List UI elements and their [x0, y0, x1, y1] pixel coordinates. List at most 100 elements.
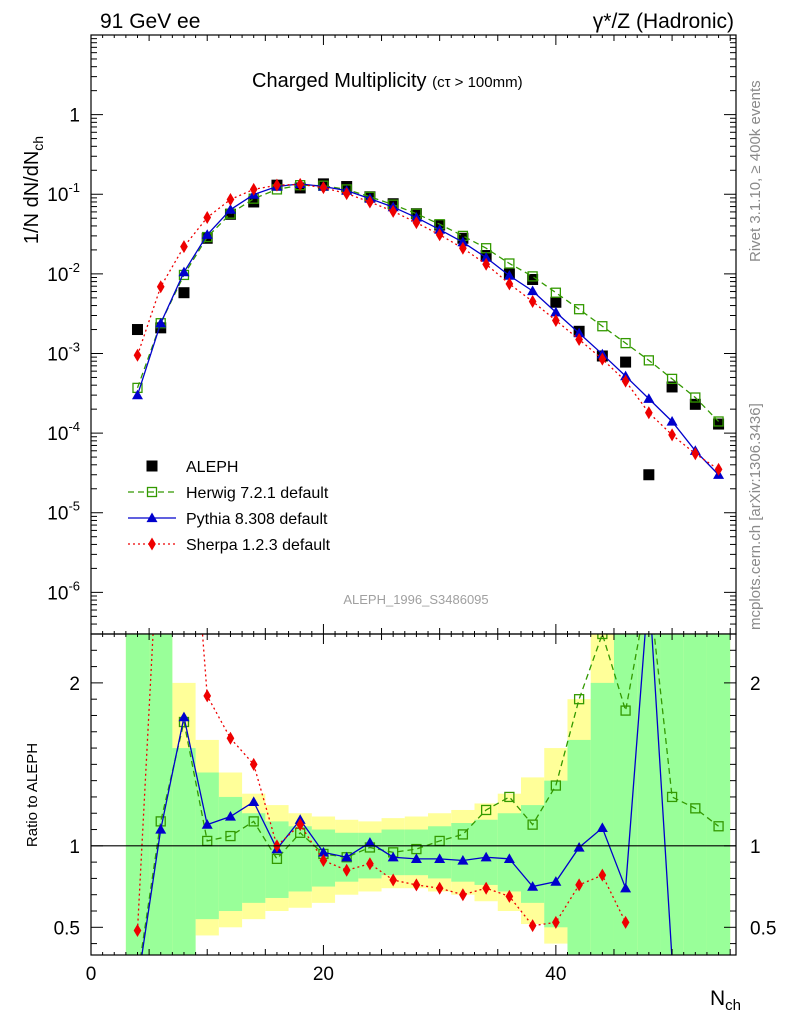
- ratio-series-point: [694, 954, 696, 955]
- main-series-point: [550, 296, 562, 308]
- ratio-band-green: [358, 832, 382, 879]
- ratio-plot-xlabel-sub: ch: [725, 997, 741, 1014]
- ratio-series-point: [713, 821, 724, 832]
- ratio-series-point: [225, 830, 236, 842]
- main-series-point: [133, 348, 142, 362]
- ratio-y-tick-label-right: 0.5: [750, 918, 776, 939]
- main-series-point: [412, 216, 421, 230]
- main-y-tick-label: 10-3: [47, 339, 80, 365]
- main-series-point: [366, 195, 374, 209]
- main-series-point: [690, 392, 701, 403]
- ratio-series-point: [435, 881, 444, 895]
- main-series-point: [573, 327, 585, 338]
- ratio-series-point: [480, 851, 492, 862]
- main-series-point: [459, 241, 467, 255]
- main-series-point: [178, 266, 190, 277]
- main-series-point: [527, 285, 539, 296]
- ratio-series-point: [412, 878, 421, 892]
- ratio-plot-frame: [90, 633, 737, 956]
- legend-marker: [146, 486, 158, 498]
- ratio-series-point: [387, 851, 399, 862]
- ratio-series-point: [552, 915, 560, 929]
- ratio-band-green: [637, 634, 661, 955]
- main-series-point: [573, 304, 585, 315]
- main-series-point: [156, 280, 165, 294]
- main-series-point: [597, 321, 608, 332]
- ratio-series-point: [527, 881, 539, 891]
- main-series-point: [691, 447, 700, 461]
- ratio-series-point: [133, 924, 142, 938]
- ratio-band-green: [172, 748, 196, 955]
- ratio-series-point: [296, 818, 305, 832]
- ratio-y-tick-label-left: 1: [69, 837, 80, 858]
- ratio-band-green: [521, 805, 545, 903]
- main-series-point: [273, 178, 281, 192]
- header-process-label: γ*/Z (Hadronic): [593, 10, 734, 33]
- main-y-tick-label-exp: -1: [68, 180, 80, 195]
- main-series-point: [201, 229, 213, 239]
- main-y-tick-label-base: 10: [47, 583, 68, 604]
- ratio-band-green: [265, 821, 289, 898]
- ratio-series-point: [550, 876, 562, 886]
- main-series-point: [248, 196, 260, 208]
- ratio-band-green: [218, 796, 243, 912]
- ratio-band-green: [288, 826, 312, 892]
- main-series-line: [136, 184, 720, 422]
- main-series-point: [155, 317, 167, 328]
- ratio-series-point: [319, 853, 328, 867]
- main-plot-title: Charged Multiplicity (cτ > 100mm): [252, 70, 523, 92]
- ratio-x-tick-label: 40: [545, 964, 566, 985]
- main-series-line: [136, 183, 720, 476]
- main-series-point: [621, 374, 630, 388]
- main-y-tick-label: 10-1: [47, 180, 80, 206]
- ratio-series-point: [504, 791, 515, 803]
- ratio-series-point: [620, 882, 632, 893]
- ratio-series-point: [224, 810, 236, 821]
- header-energy-label: 91 GeV ee: [100, 10, 200, 33]
- legend-marker: [146, 512, 158, 523]
- ratio-plot-ylabel: Ratio to ALEPH: [24, 743, 41, 847]
- ratio-band-green: [242, 813, 266, 903]
- legend-label: ALEPH: [186, 459, 238, 476]
- main-series-point: [620, 356, 632, 368]
- ratio-series-point: [249, 757, 258, 771]
- ratio-series-point: [389, 873, 398, 887]
- ratio-band-green: [683, 634, 707, 955]
- main-series-point: [457, 236, 469, 247]
- main-plot-marks: [131, 177, 725, 481]
- main-series-point: [689, 398, 701, 410]
- ratio-series-point: [317, 846, 329, 857]
- ratio-series-point: [178, 711, 190, 722]
- ratio-series-point: [573, 694, 585, 705]
- main-series-point: [224, 204, 236, 214]
- ratio-plot-xlabel-text: N: [710, 987, 725, 1010]
- main-y-tick-label: 10-4: [47, 419, 80, 445]
- main-series-point: [249, 182, 258, 196]
- main-plot: 110-110-210-310-410-510-6 Charged Multip…: [21, 34, 737, 635]
- ratio-series-point: [505, 889, 514, 903]
- main-series-point: [643, 393, 655, 403]
- ratio-series-point: [482, 881, 490, 895]
- main-series-point: [203, 211, 212, 225]
- ratio-series-point: [248, 816, 259, 827]
- main-series-point: [666, 415, 678, 426]
- ratio-series-point: [342, 863, 351, 877]
- ratio-series-point: [621, 915, 630, 929]
- main-plot-ylabel-text: 1/N dN/dN: [21, 151, 43, 244]
- ratio-band-green: [125, 634, 150, 955]
- main-series-point: [528, 294, 537, 308]
- main-series-point: [527, 273, 539, 285]
- legend-marker: [148, 537, 156, 551]
- ratio-x-tick-label: 0: [86, 964, 97, 985]
- ratio-series-point: [480, 804, 492, 816]
- ratio-uncertainty-bands: [125, 634, 731, 955]
- main-series-point: [666, 381, 678, 393]
- main-series-point: [131, 389, 143, 400]
- main-series-point: [713, 416, 724, 427]
- ratio-series-point: [203, 689, 212, 703]
- ratio-series-point: [503, 853, 515, 863]
- ratio-series-point: [271, 853, 283, 865]
- main-series-point: [552, 313, 560, 327]
- ratio-band-green: [590, 682, 614, 955]
- ratio-series-point: [671, 954, 673, 955]
